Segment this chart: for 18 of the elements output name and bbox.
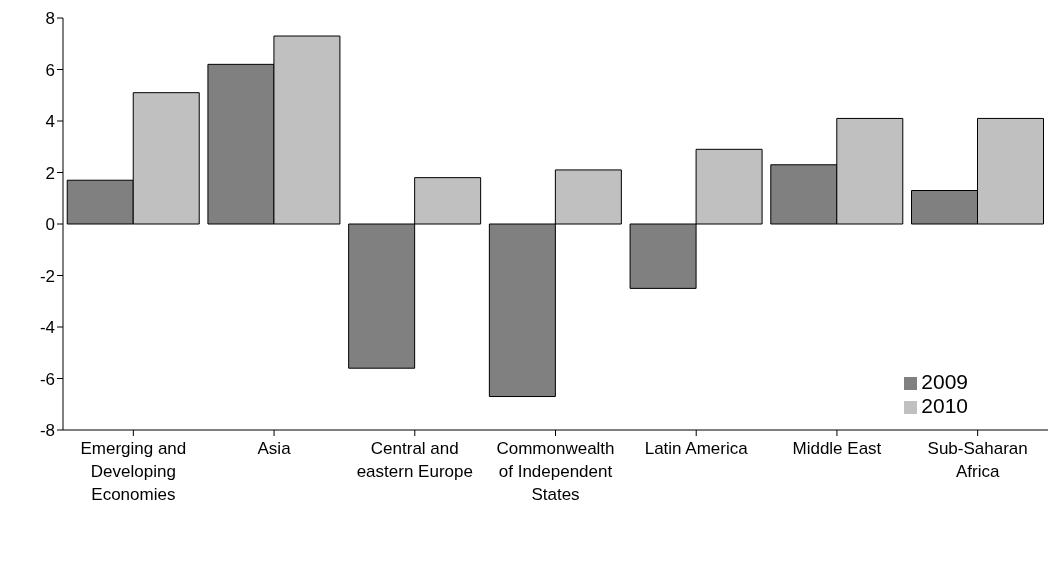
y-tick-label: 6 <box>45 60 55 80</box>
y-tick-label: 0 <box>45 215 55 235</box>
x-tick-label: Asia <box>257 439 292 458</box>
x-tick-label: Commonwealth of Independent States <box>496 439 615 504</box>
y-tick-label: -8 <box>39 421 55 441</box>
y-tick-label: 2 <box>45 163 55 183</box>
y-tick-label: -2 <box>39 266 55 286</box>
legend-label: 2010 <box>921 394 968 417</box>
y-tick-label: -6 <box>39 369 55 389</box>
legend-label: 2009 <box>921 370 968 393</box>
y-tick-label: 4 <box>45 112 55 132</box>
x-tick-label: Emerging and Developing Economies <box>80 439 187 504</box>
x-tick-label: Middle East <box>792 439 882 458</box>
x-tick-label: Latin America <box>644 439 749 458</box>
y-tick-label: 8 <box>45 9 55 29</box>
x-tick-label: Central and eastern Europe <box>356 439 473 481</box>
y-tick-label: -4 <box>39 318 55 338</box>
x-tick-label: Sub-Saharan Africa <box>927 439 1028 481</box>
